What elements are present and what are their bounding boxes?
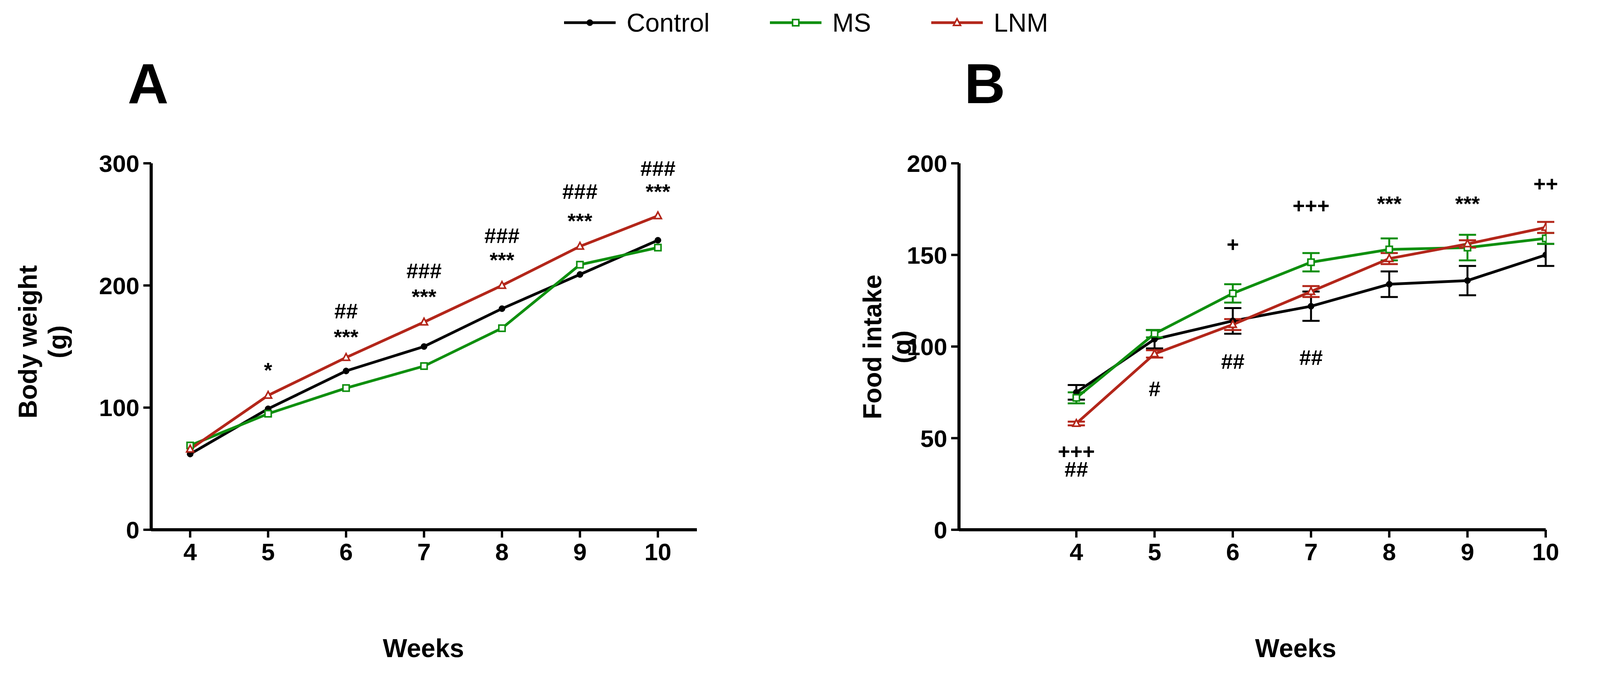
svg-text:10: 10	[644, 538, 672, 566]
svg-text:###: ###	[484, 223, 520, 248]
svg-text:###: ###	[640, 156, 676, 181]
svg-text:100: 100	[99, 394, 140, 422]
svg-text:200: 200	[99, 272, 140, 300]
svg-text:200: 200	[907, 150, 948, 177]
svg-text:0: 0	[933, 516, 948, 544]
svg-text:5: 5	[261, 538, 275, 566]
svg-text:***: ***	[567, 208, 593, 233]
svg-text:6: 6	[1226, 538, 1240, 566]
svg-text:***: ***	[1455, 191, 1480, 216]
svg-text:#: #	[1148, 376, 1161, 401]
svg-text:##: ##	[1299, 345, 1323, 370]
svg-text:###: ###	[562, 179, 598, 204]
svg-text:*: *	[264, 358, 273, 382]
svg-text:7: 7	[1304, 538, 1318, 566]
svg-text:***: ***	[333, 325, 359, 349]
svg-text:++: ++	[1533, 171, 1558, 196]
svg-text:5: 5	[1147, 538, 1161, 566]
svg-text:6: 6	[339, 538, 353, 566]
svg-text:300: 300	[99, 150, 140, 177]
svg-text:+++: +++	[1292, 193, 1330, 218]
svg-text:##: ##	[1221, 349, 1245, 374]
svg-text:8: 8	[1382, 538, 1396, 566]
svg-text:10: 10	[1532, 538, 1560, 566]
svg-text:***: ***	[1376, 191, 1402, 216]
svg-text:##: ##	[334, 299, 358, 323]
svg-text:9: 9	[1460, 538, 1474, 566]
svg-text:4: 4	[1069, 538, 1084, 566]
svg-text:50: 50	[920, 425, 948, 452]
svg-text:##: ##	[1064, 457, 1088, 481]
svg-text:9: 9	[573, 538, 587, 566]
svg-text:###: ###	[406, 258, 442, 283]
svg-text:8: 8	[495, 538, 509, 566]
svg-text:150: 150	[907, 241, 948, 269]
svg-text:***: ***	[489, 248, 515, 272]
svg-text:***: ***	[411, 284, 437, 309]
svg-text:7: 7	[417, 538, 431, 566]
svg-text:***: ***	[645, 179, 671, 204]
svg-text:+: +	[1226, 232, 1240, 256]
svg-text:4: 4	[183, 538, 198, 566]
svg-text:0: 0	[126, 516, 140, 544]
